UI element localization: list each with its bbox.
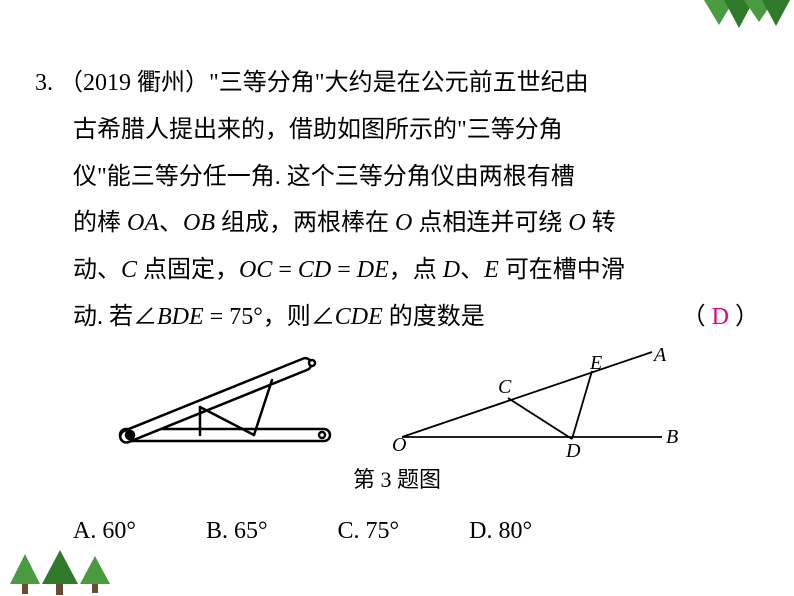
q-line1: "三等分角"大约是在公元前五世纪由 — [209, 70, 589, 96]
label-B: B — [666, 426, 678, 448]
decor-top-leaves — [594, 0, 794, 40]
question-block: 3. （2019 衢州）"三等分角"大约是在公元前五世纪由 古希腊人提出来的，借… — [35, 60, 759, 554]
answer-paren: （ D ） — [682, 294, 759, 341]
choice-B: B. 65° — [206, 508, 268, 555]
choices-row: A. 60° B. 65° C. 75° D. 80° — [35, 508, 759, 555]
q-line5: 动、C 点固定，OC = CD = DE，点 D、E 可在槽中滑 — [35, 247, 759, 294]
choice-D: D. 80° — [469, 508, 532, 555]
geometry-diagram: O C E A D B — [392, 347, 682, 457]
trisector-tool-figure — [112, 347, 342, 457]
label-D: D — [565, 440, 581, 457]
label-O: O — [392, 434, 406, 456]
figure-caption: 第 3 题图 — [35, 459, 759, 502]
label-A: A — [652, 347, 667, 366]
choice-A: A. 60° — [73, 508, 136, 555]
q-line3: 仪"能三等分任一角. 这个三等分角仪由两根有槽 — [35, 154, 759, 201]
label-E: E — [589, 352, 602, 374]
q-line2: 古希腊人提出来的，借助如图所示的"三等分角 — [35, 107, 759, 154]
question-source: （2019 衢州） — [59, 70, 209, 96]
q-line6: 动. 若∠BDE = 75°，则∠CDE 的度数是 （ D ） — [35, 294, 759, 341]
figure-row: O C E A D B — [35, 347, 759, 457]
choice-C: C. 75° — [338, 508, 400, 555]
label-C: C — [498, 376, 512, 398]
answer-letter: D — [712, 304, 729, 330]
question-number: 3. — [35, 70, 53, 96]
q-line4: 的棒 OA、OB 组成，两根棒在 O 点相连并可绕 O 转 — [35, 200, 759, 247]
